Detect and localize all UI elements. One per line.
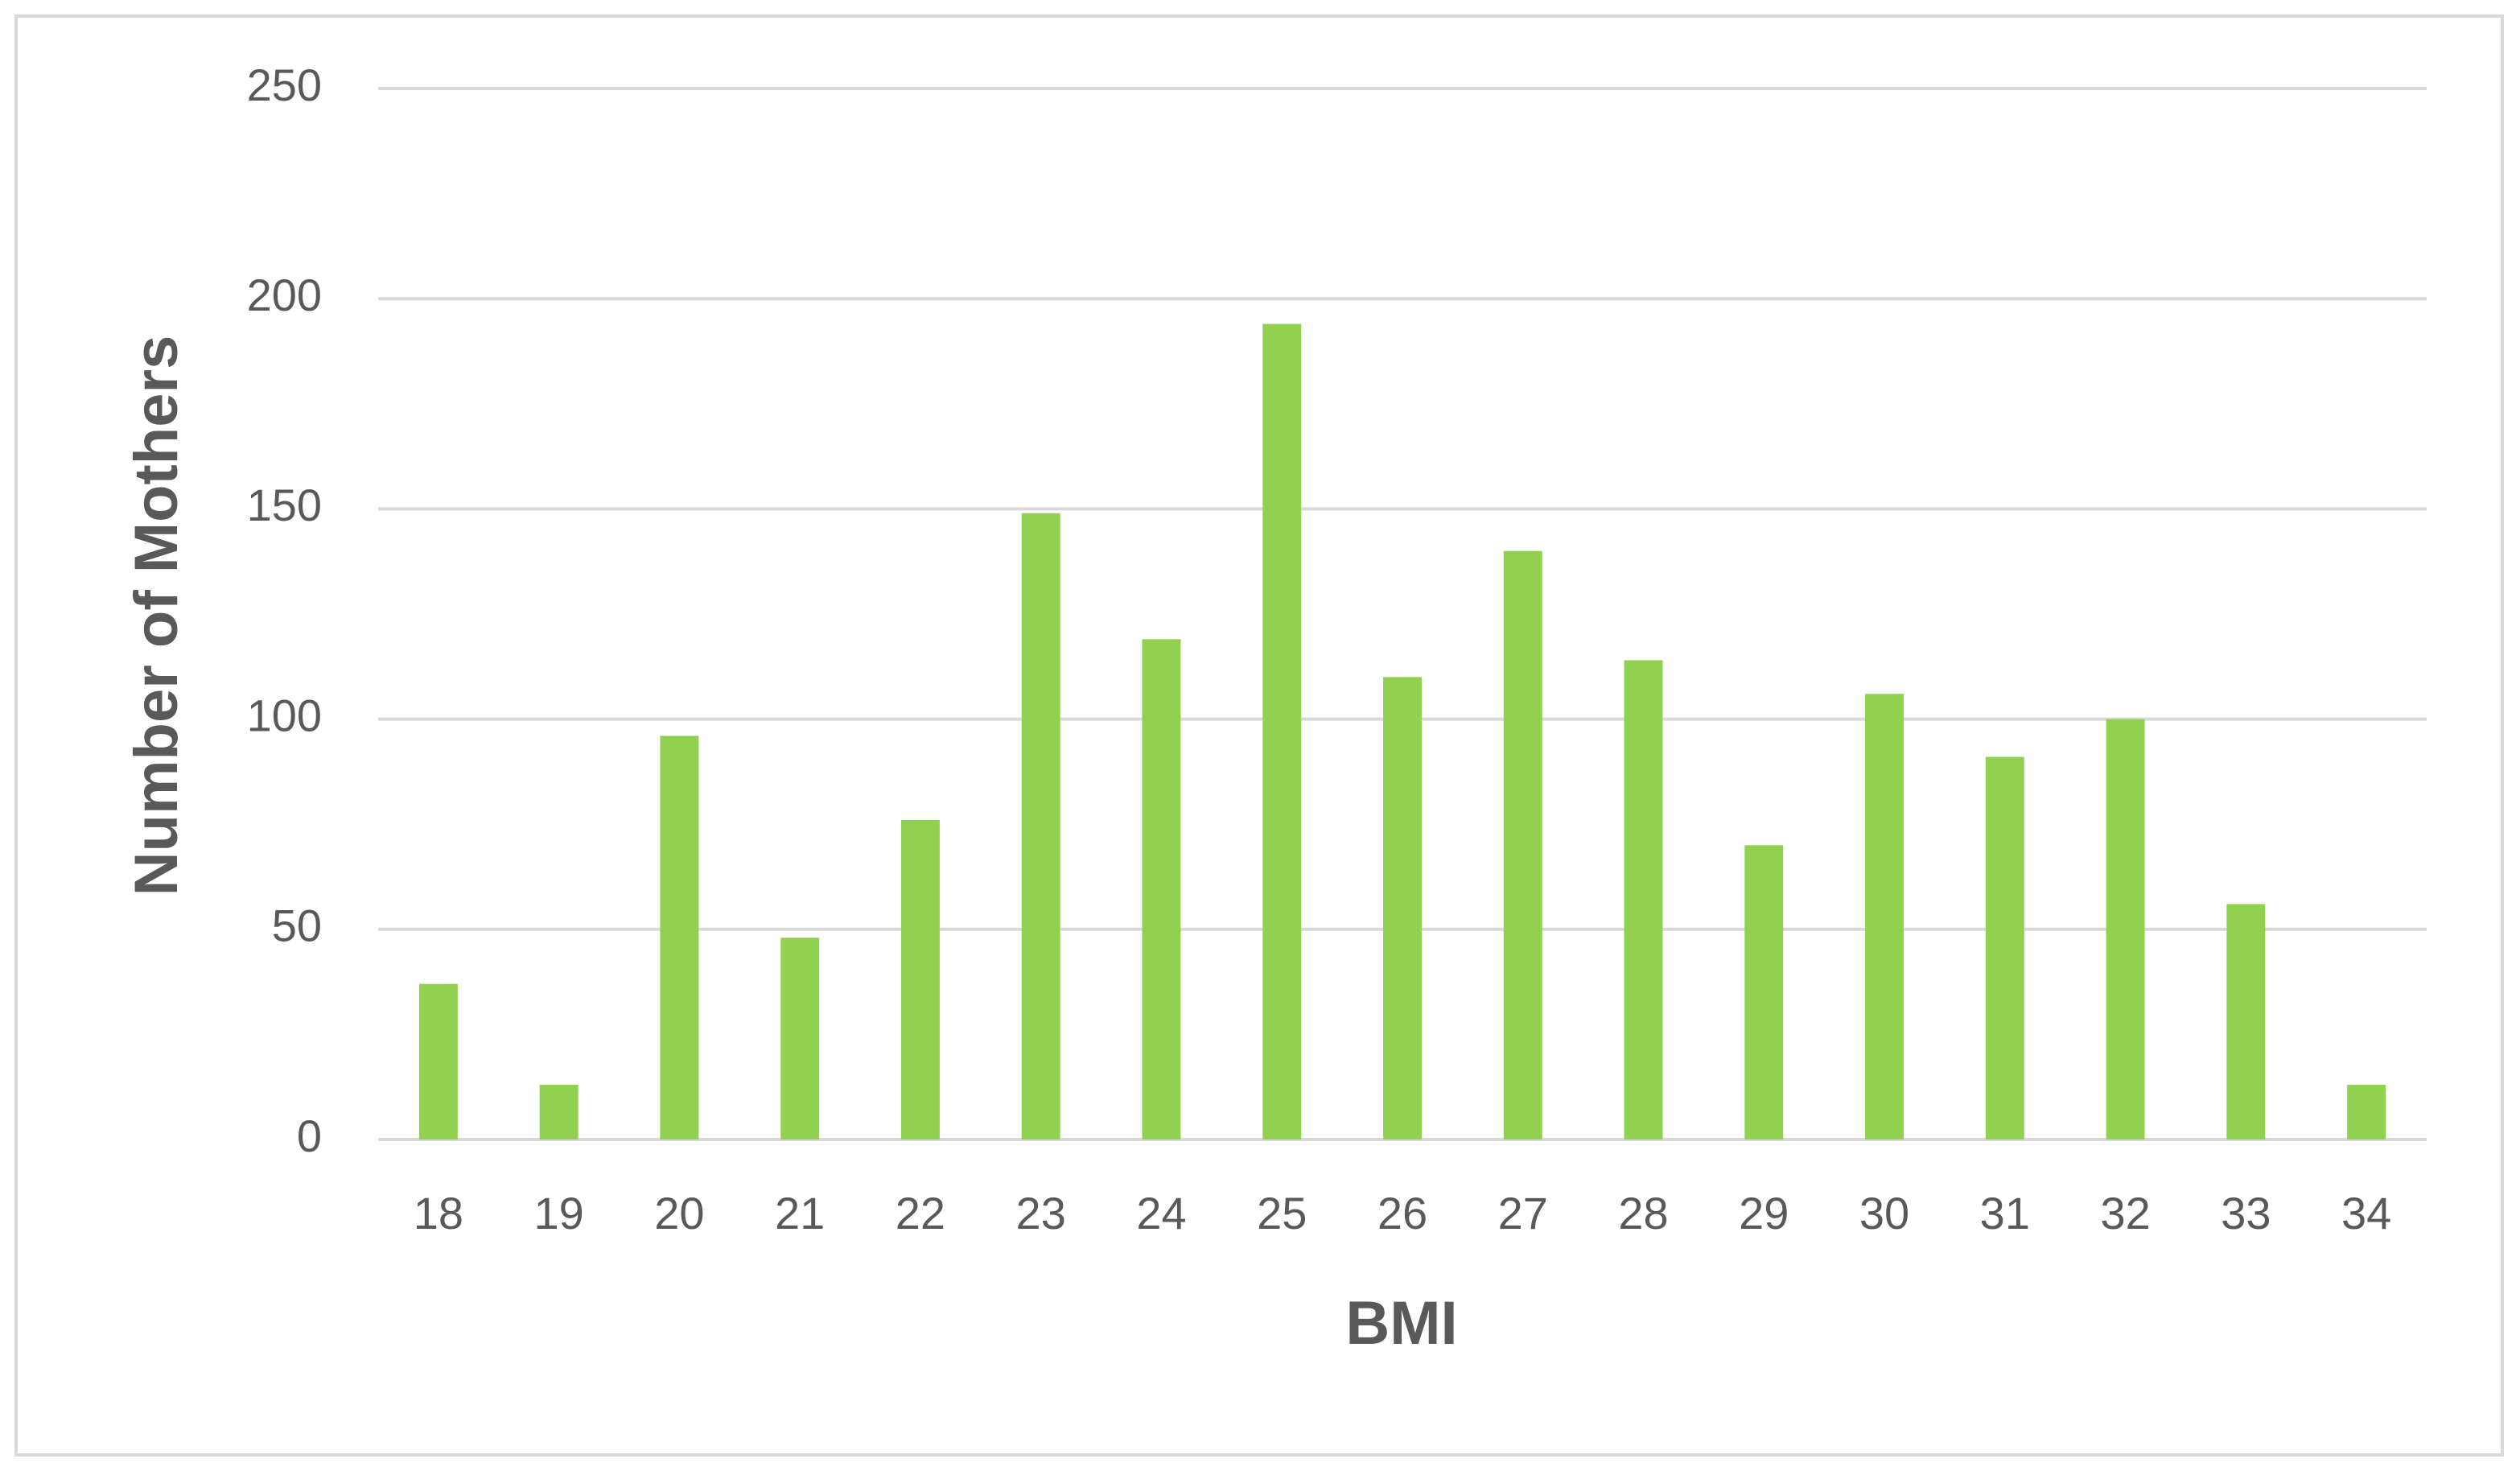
y-tick-label: 200 — [247, 270, 322, 320]
y-tick-label: 0 — [297, 1111, 322, 1161]
bar — [1624, 660, 1663, 1139]
bar — [1865, 694, 1904, 1139]
x-tick-label: 26 — [1377, 1188, 1427, 1238]
x-tick-label: 21 — [775, 1188, 825, 1238]
x-tick-label: 22 — [896, 1188, 945, 1238]
bar — [660, 736, 699, 1139]
x-tick-label: 24 — [1136, 1188, 1186, 1238]
bar — [539, 1085, 579, 1139]
bar — [1744, 845, 1784, 1139]
bar — [1021, 513, 1060, 1139]
x-axis-title: BMI — [1345, 1289, 1457, 1358]
x-tick-label: 29 — [1739, 1188, 1789, 1238]
x-tick-label: 28 — [1618, 1188, 1668, 1238]
x-tick-label: 19 — [533, 1188, 583, 1238]
bar — [1262, 323, 1302, 1139]
bar — [1142, 639, 1181, 1139]
x-tick-label: 30 — [1859, 1188, 1909, 1238]
bar — [2226, 904, 2266, 1139]
x-tick-label: 31 — [1980, 1188, 2030, 1238]
x-tick-label: 18 — [414, 1188, 463, 1238]
bar — [780, 937, 820, 1139]
x-tick-label: 34 — [2341, 1188, 2391, 1238]
y-tick-label: 50 — [272, 900, 322, 951]
y-tick-label: 100 — [247, 690, 322, 740]
x-tick-label: 32 — [2100, 1188, 2150, 1238]
y-axis-title: Number of Mothers — [122, 336, 191, 896]
x-tick-label: 23 — [1016, 1188, 1066, 1238]
bar — [900, 819, 940, 1139]
x-tick-label: 20 — [654, 1188, 704, 1238]
chart-border — [14, 14, 2504, 1457]
bar — [418, 983, 458, 1139]
bar — [2347, 1085, 2386, 1139]
x-tick-label: 27 — [1498, 1188, 1548, 1238]
x-tick-label: 25 — [1257, 1188, 1307, 1238]
y-tick-label: 150 — [247, 480, 322, 530]
bar — [1985, 756, 2024, 1139]
y-tick-label: 250 — [247, 60, 322, 110]
bar — [1383, 677, 1422, 1139]
bar — [2106, 719, 2145, 1139]
x-tick-label: 33 — [2221, 1188, 2271, 1238]
bar — [1503, 550, 1542, 1139]
